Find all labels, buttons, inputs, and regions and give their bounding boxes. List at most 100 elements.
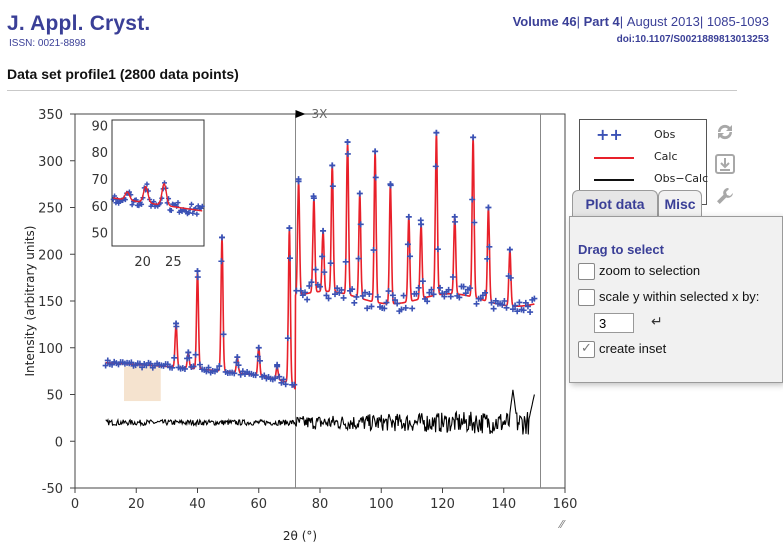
inset-y-tick-label: 80 xyxy=(91,146,108,161)
obs-point xyxy=(385,288,392,295)
obs-point xyxy=(342,258,349,265)
download-icon[interactable] xyxy=(714,153,736,175)
obs-point xyxy=(306,282,313,289)
obs-point xyxy=(473,300,480,307)
obs-peak-point xyxy=(451,213,458,220)
inset-obs-point xyxy=(144,181,150,187)
scale-y-checkbox[interactable] xyxy=(578,289,595,306)
obs-point xyxy=(280,376,287,383)
obs-peak-point xyxy=(255,344,262,351)
inset-obs-point xyxy=(175,200,181,206)
y-tick-label: 0 xyxy=(55,435,63,450)
legend-label-calc: Calc xyxy=(654,150,678,163)
y-tick-label: 250 xyxy=(38,202,63,217)
inset-obs-point xyxy=(168,207,174,213)
difference-curve xyxy=(105,389,535,435)
obs-peak-point xyxy=(185,349,192,356)
obs-point xyxy=(462,290,469,297)
enter-icon: ↵ xyxy=(651,314,663,330)
inset-obs-point xyxy=(122,197,128,203)
obs-point xyxy=(216,363,223,370)
obs-peak-point xyxy=(329,162,336,169)
create-inset-checkbox[interactable]: ✓ xyxy=(578,341,595,358)
obs-point xyxy=(102,362,109,369)
obs-peak-point xyxy=(194,268,201,275)
wrench-icon[interactable] xyxy=(714,185,736,207)
x-tick-label: 20 xyxy=(128,497,145,512)
obs-point xyxy=(203,368,210,375)
obs-peak-point xyxy=(506,246,513,253)
profile-chart[interactable]: 3X 0 20 40 60 80 100 120 140 160 -50 0 50 100 150 200 25… xyxy=(0,98,783,552)
obs-point xyxy=(424,298,431,305)
obs-point xyxy=(368,303,375,310)
obs-point xyxy=(370,247,377,254)
obs-point xyxy=(128,359,135,366)
obs-point xyxy=(194,274,201,281)
resize-grip-icon[interactable]: ⁄⁄ xyxy=(560,518,564,531)
x-tick-label: 0 xyxy=(71,497,79,512)
obs-peak-point xyxy=(372,148,379,155)
obs-peak-point xyxy=(234,354,241,361)
inset-obs-point xyxy=(139,201,145,207)
inset-obs-point xyxy=(114,196,120,202)
obs-point xyxy=(359,292,366,299)
obs-point xyxy=(509,306,516,313)
date-label: August 2013 xyxy=(626,14,700,29)
obs-marker-icon: ++ xyxy=(596,125,623,144)
obs-point xyxy=(381,305,388,312)
inset-obs-point xyxy=(194,211,200,217)
obs-point xyxy=(501,297,508,304)
header-divider xyxy=(7,90,737,91)
tab-misc[interactable]: Misc xyxy=(658,190,702,217)
x-tick-label: 80 xyxy=(312,497,329,512)
inset-y-tick-label: 60 xyxy=(91,200,108,215)
obs-point xyxy=(329,183,336,190)
obs-point xyxy=(407,253,414,260)
obs-peak-point xyxy=(485,204,492,211)
obs-point xyxy=(231,370,238,377)
tab-plot-data[interactable]: Plot data xyxy=(572,190,658,217)
doi-link[interactable]: doi:10.1107/S0021889813013253 xyxy=(616,34,769,45)
misc-panel: Drag to select zoom to selection scale y… xyxy=(569,216,783,383)
calc-line-icon xyxy=(594,157,634,159)
obs-point xyxy=(291,381,298,388)
inset-calc-curve xyxy=(113,182,203,212)
zoom-checkbox[interactable] xyxy=(578,263,595,280)
obs-point xyxy=(218,258,225,265)
y-tick-label: 50 xyxy=(46,389,63,404)
obs-point xyxy=(484,255,491,262)
x-tick-label: 100 xyxy=(369,497,394,512)
obs-point xyxy=(308,279,315,286)
obs-point xyxy=(447,293,454,300)
obs-point xyxy=(284,335,291,342)
obs-point xyxy=(147,360,154,367)
obs-peak-point xyxy=(320,227,327,234)
obs-point xyxy=(104,357,111,364)
obs-point xyxy=(531,295,538,302)
obs-point xyxy=(312,266,319,273)
y-tick-label: -50 xyxy=(42,482,63,497)
obs-point xyxy=(432,163,439,170)
obs-point xyxy=(409,305,416,312)
inset-y-tick-label: 70 xyxy=(91,173,108,188)
obs-point xyxy=(437,284,444,291)
obs-point xyxy=(205,364,212,371)
obs-point xyxy=(507,274,514,281)
volume-label: Volume 46 xyxy=(512,14,577,29)
refresh-icon[interactable] xyxy=(714,121,736,143)
obs-point xyxy=(282,381,289,388)
x-axis-label: 2θ (°) xyxy=(283,529,317,543)
obs-point xyxy=(317,283,323,290)
obs-point xyxy=(402,304,409,311)
y-tick-label: 100 xyxy=(38,342,63,357)
scale-factor-input[interactable]: 3 xyxy=(594,313,634,333)
panel-heading: Drag to select xyxy=(578,242,664,257)
inset-y-tick-label: 90 xyxy=(91,119,108,134)
obs-point xyxy=(321,269,328,276)
obs-point xyxy=(426,289,433,296)
y-tick-label: 300 xyxy=(38,155,63,170)
separator: | xyxy=(576,14,581,29)
obs-point xyxy=(488,299,495,306)
obs-point xyxy=(499,301,506,308)
